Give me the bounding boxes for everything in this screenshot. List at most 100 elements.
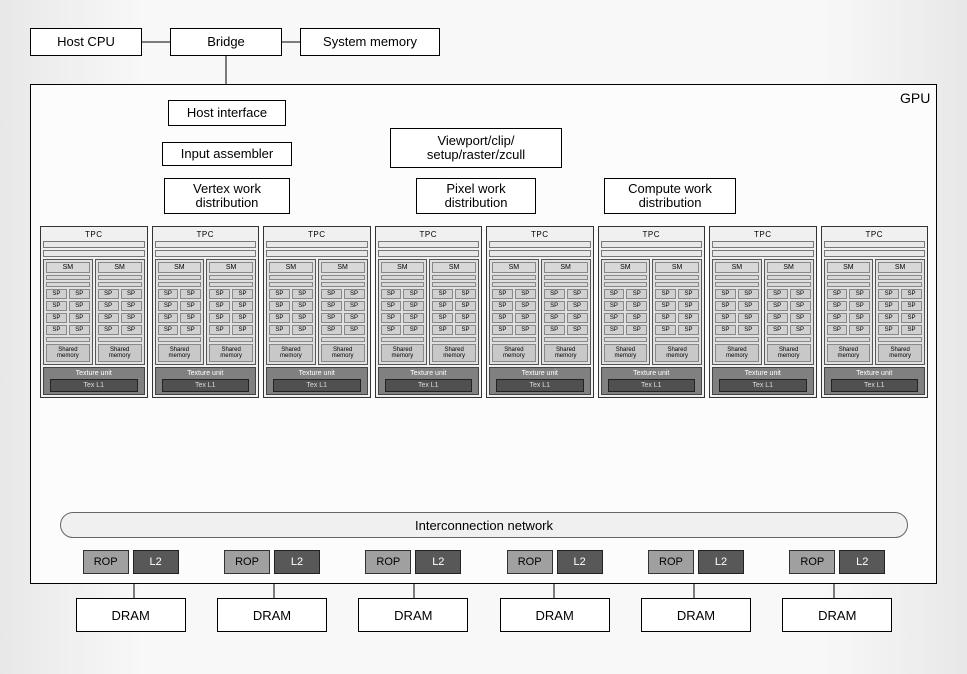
- sp-cell: SP: [381, 301, 402, 311]
- sp-cell: SP: [180, 289, 201, 299]
- sp-grid: SPSPSPSPSPSPSPSP: [492, 289, 536, 335]
- tex-l1: Tex L1: [273, 379, 361, 392]
- sm-block: SMSPSPSPSPSPSPSPSPShared memory: [712, 259, 762, 365]
- sp-cell: SP: [515, 325, 536, 335]
- dram-row: DRAMDRAMDRAMDRAMDRAMDRAM: [64, 598, 904, 632]
- sp-cell: SP: [492, 325, 513, 335]
- sm-subbar: [209, 275, 253, 280]
- shared-memory: Shared memory: [604, 344, 648, 362]
- sm-block: SMSPSPSPSPSPSPSPSPShared memory: [764, 259, 814, 365]
- sm-row: SMSPSPSPSPSPSPSPSPShared memorySMSPSPSPS…: [266, 259, 368, 365]
- sp-cell: SP: [381, 325, 402, 335]
- rop-l2-pair: ROPL2: [205, 550, 338, 574]
- sp-cell: SP: [515, 301, 536, 311]
- sp-cell: SP: [158, 325, 179, 335]
- rop-block: ROP: [789, 550, 835, 574]
- tpc-subbar: [155, 250, 257, 257]
- texture-unit: Texture unitTex L1: [378, 367, 480, 395]
- host-cpu-block: Host CPU: [30, 28, 142, 56]
- rop-l2-pair: ROPL2: [488, 550, 621, 574]
- tpc-label: TPC: [266, 229, 368, 241]
- shared-memory: Shared memory: [544, 344, 588, 362]
- sp-grid: SPSPSPSPSPSPSPSP: [46, 289, 90, 335]
- sm-subbar: [767, 275, 811, 280]
- sp-cell: SP: [180, 325, 201, 335]
- dram-block: DRAM: [782, 598, 892, 632]
- sp-cell: SP: [678, 313, 699, 323]
- sp-cell: SP: [381, 289, 402, 299]
- sp-cell: SP: [849, 313, 870, 323]
- compute-work-block: Compute work distribution: [604, 178, 736, 214]
- sp-cell: SP: [878, 325, 899, 335]
- sp-cell: SP: [827, 325, 848, 335]
- sp-cell: SP: [69, 313, 90, 323]
- tpc-block: TPCSMSPSPSPSPSPSPSPSPShared memorySMSPSP…: [709, 226, 817, 398]
- tpc-block: TPCSMSPSPSPSPSPSPSPSPShared memorySMSPSP…: [152, 226, 260, 398]
- shared-memory: Shared memory: [432, 344, 476, 362]
- sp-cell: SP: [269, 325, 290, 335]
- rop-l2-pair: ROPL2: [64, 550, 197, 574]
- sp-cell: SP: [767, 289, 788, 299]
- sp-grid: SPSPSPSPSPSPSPSP: [432, 289, 476, 335]
- dram-block: DRAM: [358, 598, 468, 632]
- sp-cell: SP: [232, 289, 253, 299]
- sp-cell: SP: [715, 313, 736, 323]
- sm-label: SM: [544, 262, 588, 273]
- sp-cell: SP: [432, 289, 453, 299]
- l2-block: L2: [274, 550, 320, 574]
- host-interface-block: Host interface: [168, 100, 286, 126]
- sp-cell: SP: [544, 289, 565, 299]
- sp-cell: SP: [567, 325, 588, 335]
- sp-cell: SP: [604, 313, 625, 323]
- tpc-subbar: [824, 250, 926, 257]
- sp-cell: SP: [46, 301, 67, 311]
- texture-unit: Texture unitTex L1: [489, 367, 591, 395]
- sp-cell: SP: [321, 301, 342, 311]
- sm-subbar: [209, 282, 253, 287]
- sp-grid: SPSPSPSPSPSPSPSP: [98, 289, 142, 335]
- sp-cell: SP: [655, 289, 676, 299]
- sp-cell: SP: [455, 313, 476, 323]
- sp-cell: SP: [849, 301, 870, 311]
- l2-block: L2: [415, 550, 461, 574]
- tex-l1: Tex L1: [496, 379, 584, 392]
- sp-cell: SP: [344, 289, 365, 299]
- rop-block: ROP: [507, 550, 553, 574]
- sp-cell: SP: [344, 301, 365, 311]
- sp-cell: SP: [492, 301, 513, 311]
- sm-subbar: [432, 282, 476, 287]
- rop-block: ROP: [365, 550, 411, 574]
- sp-cell: SP: [567, 313, 588, 323]
- sm-subbar: [158, 282, 202, 287]
- sp-cell: SP: [767, 301, 788, 311]
- sm-subbar: [321, 282, 365, 287]
- sp-cell: SP: [515, 313, 536, 323]
- sm-label: SM: [98, 262, 142, 273]
- viewport-label: Viewport/clip/ setup/raster/zcull: [427, 134, 525, 163]
- sp-cell: SP: [544, 301, 565, 311]
- sm-block: SMSPSPSPSPSPSPSPSPShared memory: [824, 259, 874, 365]
- sp-cell: SP: [492, 313, 513, 323]
- sm-block: SMSPSPSPSPSPSPSPSPShared memory: [95, 259, 145, 365]
- interconnect-label: Interconnection network: [415, 518, 553, 533]
- shared-memory: Shared memory: [158, 344, 202, 362]
- tpc-subbar: [712, 241, 814, 248]
- sp-cell: SP: [432, 325, 453, 335]
- sp-cell: SP: [98, 289, 119, 299]
- tex-l1: Tex L1: [719, 379, 807, 392]
- sp-cell: SP: [269, 313, 290, 323]
- sp-cell: SP: [403, 325, 424, 335]
- sm-subbar: [655, 282, 699, 287]
- sm-block: SMSPSPSPSPSPSPSPSPShared memory: [266, 259, 316, 365]
- sm-subbar: [715, 337, 759, 342]
- sp-cell: SP: [790, 313, 811, 323]
- shared-memory: Shared memory: [655, 344, 699, 362]
- tpc-subbar: [601, 241, 703, 248]
- sp-cell: SP: [849, 289, 870, 299]
- sp-cell: SP: [69, 289, 90, 299]
- sp-cell: SP: [678, 289, 699, 299]
- sp-cell: SP: [655, 313, 676, 323]
- l2-block: L2: [698, 550, 744, 574]
- sm-label: SM: [767, 262, 811, 273]
- shared-memory: Shared memory: [492, 344, 536, 362]
